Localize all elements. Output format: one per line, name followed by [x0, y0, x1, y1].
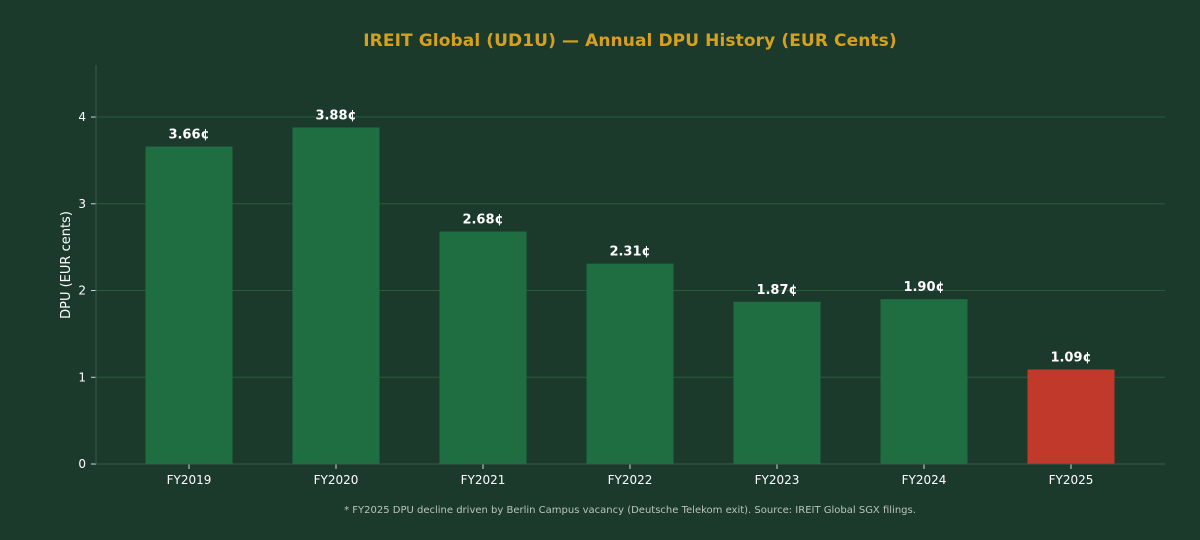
y-tick-label: 3: [78, 197, 86, 211]
bar-fy2022: [586, 263, 674, 464]
y-tick-label: 4: [78, 110, 86, 124]
y-tick-label: 1: [78, 370, 86, 384]
x-tick-label: FY2021: [461, 473, 506, 487]
bar-fy2025: [1027, 369, 1115, 464]
x-tick-label: FY2019: [167, 473, 212, 487]
x-tick-label: FY2024: [902, 473, 947, 487]
data-label: 2.31¢: [609, 245, 650, 260]
chart-title: IREIT Global (UD1U) — Annual DPU History…: [363, 31, 897, 51]
footnote: * FY2025 DPU decline driven by Berlin Ca…: [344, 505, 916, 516]
y-tick-label: 0: [78, 457, 86, 471]
data-label: 1.09¢: [1050, 350, 1091, 365]
x-tick-label: FY2020: [314, 473, 359, 487]
data-label: 1.90¢: [903, 280, 944, 295]
x-tick-label: FY2023: [755, 473, 800, 487]
y-tick-label: 2: [78, 284, 86, 298]
bar-fy2024: [880, 299, 968, 464]
x-tick-label: FY2025: [1049, 473, 1094, 487]
data-label: 3.66¢: [168, 128, 209, 143]
data-label: 2.68¢: [462, 213, 503, 228]
x-tick-label: FY2022: [608, 473, 653, 487]
bar-fy2023: [733, 301, 821, 464]
bar-fy2021: [439, 231, 527, 464]
data-label: 1.87¢: [756, 283, 797, 298]
data-label: 3.88¢: [315, 108, 356, 123]
bar-fy2020: [292, 127, 380, 464]
bar-fy2019: [145, 146, 233, 464]
y-axis-label: DPU (EUR cents): [59, 211, 74, 319]
